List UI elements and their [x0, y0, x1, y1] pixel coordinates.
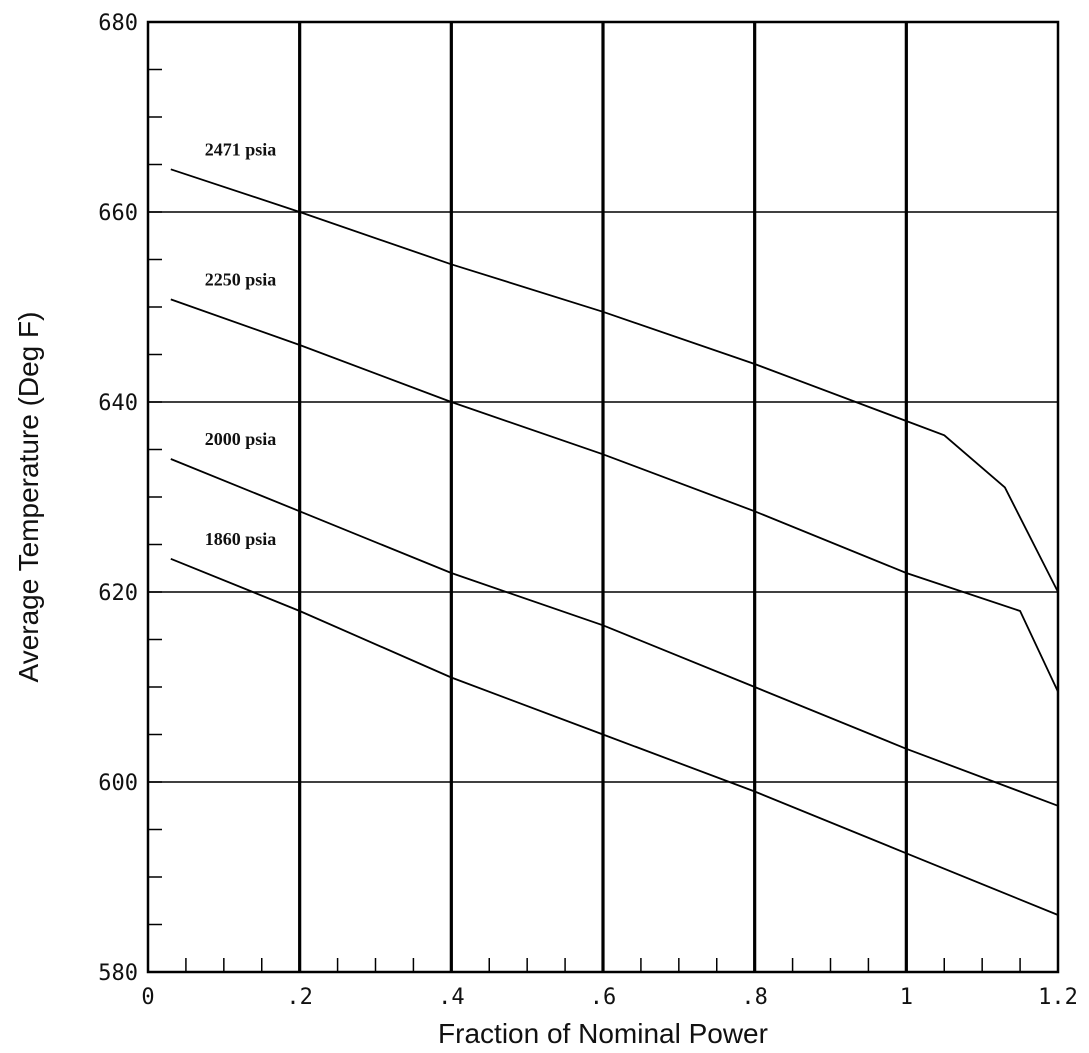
- series-label: 1860 psia: [205, 529, 277, 549]
- minor-ticks: [148, 68, 1021, 972]
- series-line: [170, 168, 1059, 593]
- y-tick-label: 620: [98, 581, 138, 606]
- x-tick-label: 1.2: [1038, 985, 1078, 1010]
- series-label: 2250 psia: [205, 269, 277, 289]
- y-tick-label: 680: [98, 11, 138, 36]
- y-tick-label: 600: [98, 771, 138, 796]
- x-tick-label: .6: [590, 985, 617, 1010]
- series-line: [170, 458, 1059, 807]
- x-tick-label: .2: [286, 985, 313, 1010]
- x-tick-label: .4: [438, 985, 465, 1010]
- series-line: [170, 557, 1059, 916]
- series-label: 2471 psia: [205, 139, 277, 159]
- x-axis-title: Fraction of Nominal Power: [438, 1018, 768, 1049]
- x-tick-label: .8: [741, 985, 768, 1010]
- grid: [148, 22, 1058, 972]
- plot-frame: [146, 20, 1060, 974]
- x-tick-label: 1: [900, 985, 913, 1010]
- x-tick-label: 0: [141, 985, 154, 1010]
- y-tick-label: 580: [98, 961, 138, 986]
- tick-labels: 0 .2 .4 .6 .8 1 1.2 580 600 620 640 660 680: [98, 11, 1078, 1010]
- series-line: [170, 298, 1059, 693]
- y-axis-title: Average Temperature (Deg F): [13, 312, 44, 683]
- y-tick-label: 660: [98, 201, 138, 226]
- series-labels: 2471 psia 2250 psia 2000 psia 1860 psia: [205, 139, 277, 549]
- y-tick-label: 640: [98, 391, 138, 416]
- series-lines: [170, 168, 1059, 916]
- series-label: 2000 psia: [205, 429, 277, 449]
